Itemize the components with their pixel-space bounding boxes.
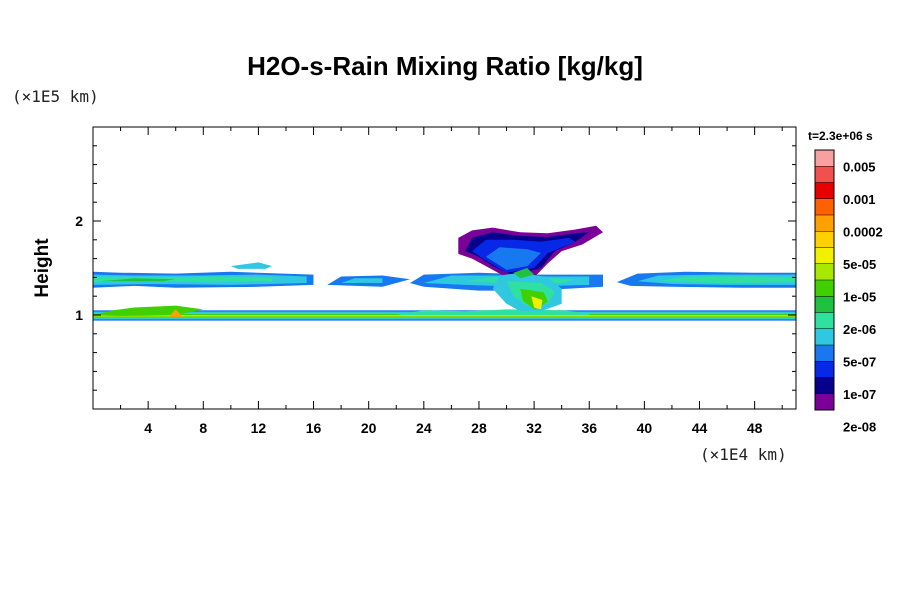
x-tick-label: 24 xyxy=(416,420,432,436)
y-tick-label: 2 xyxy=(75,213,83,229)
colorbar-swatch xyxy=(815,231,834,248)
colorbar-swatch xyxy=(815,280,834,297)
colorbar-swatch xyxy=(815,328,834,346)
colorbar-swatch xyxy=(815,247,834,265)
colorbar-label: 1e-05 xyxy=(843,289,876,304)
colorbar-swatch xyxy=(815,345,834,362)
colorbar-swatch xyxy=(815,361,834,378)
colorbar-swatch xyxy=(815,182,834,200)
upper-layer-middle-west-core xyxy=(341,278,383,283)
colorbar-swatch xyxy=(815,166,834,183)
colorbar-swatch xyxy=(815,263,834,281)
x-tick-label: 16 xyxy=(306,420,322,436)
colorbar-label: 2e-06 xyxy=(843,322,876,337)
upper-layer-east-core xyxy=(658,276,796,283)
plot-frame xyxy=(92,126,797,410)
colorbar-label: 5e-07 xyxy=(843,354,876,369)
colorbar-label: 2e-08 xyxy=(843,419,876,434)
x-tick-label: 44 xyxy=(692,420,708,436)
x-tick-label: 4 xyxy=(144,420,152,436)
plot-area xyxy=(93,225,796,321)
colorbar-label: 0.005 xyxy=(843,159,876,174)
y-axis-unit: (×1E5 km) xyxy=(12,87,99,106)
colorbar-swatch xyxy=(815,150,834,167)
x-tick-label: 8 xyxy=(199,420,207,436)
x-tick-label: 48 xyxy=(747,420,763,436)
y-tick-label: 1 xyxy=(75,307,83,323)
colorbar-swatch xyxy=(815,377,834,395)
surface-hotspot-west-core xyxy=(168,309,183,317)
cloud-mid-green xyxy=(513,268,535,279)
x-tick-label: 32 xyxy=(526,420,542,436)
upper-layer-west-core xyxy=(93,276,273,283)
cloud-azure xyxy=(485,247,541,270)
chart-title: H2O-s-Rain Mixing Ratio [kg/kg] xyxy=(247,51,643,81)
colorbar-label: 5e-05 xyxy=(843,257,876,272)
x-tick-label: 40 xyxy=(637,420,653,436)
x-tick-label: 28 xyxy=(471,420,487,436)
colorbar-label: 0.001 xyxy=(843,192,876,207)
colorbar-label: 0.0002 xyxy=(843,224,883,239)
surface-bumps-mid xyxy=(396,309,590,315)
y-axis-label: Height xyxy=(32,238,53,298)
colorbar-swatch xyxy=(815,312,834,330)
colorbar-swatch xyxy=(815,215,834,232)
time-label: t=2.3e+06 s xyxy=(808,129,873,143)
upper-layer-west-bits xyxy=(99,278,176,282)
colorbar-swatch xyxy=(815,393,834,411)
colorbar-swatch xyxy=(815,198,834,216)
x-tick-label: 36 xyxy=(581,420,597,436)
cloud-lower-yellow xyxy=(531,296,543,310)
x-tick-label: 12 xyxy=(251,420,267,436)
colorbar-swatch xyxy=(815,296,834,313)
x-tick-label: 20 xyxy=(361,420,377,436)
x-axis-unit: (×1E4 km) xyxy=(700,445,787,464)
colorbar-label: 1e-07 xyxy=(843,387,876,402)
upper-layer-west-blob xyxy=(230,262,273,269)
colorbar: 0.005 0.001 0.0002 5e-05 1e-05 2e-06 5e-07 1e-0… xyxy=(814,149,883,434)
